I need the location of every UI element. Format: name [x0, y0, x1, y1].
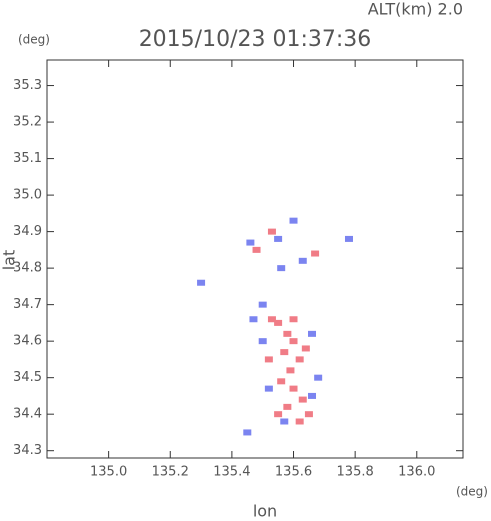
x-unit: (deg) — [456, 485, 488, 499]
data-point — [246, 239, 255, 246]
data-point — [286, 367, 295, 374]
data-point — [280, 349, 289, 356]
y-tick-label: 35.1 — [13, 151, 42, 166]
data-point — [280, 418, 289, 425]
y-tick-label: 34.5 — [13, 370, 42, 385]
data-point — [274, 235, 283, 242]
data-point — [289, 316, 298, 323]
data-point — [295, 356, 304, 363]
y-unit: (deg) — [18, 33, 50, 47]
data-point — [308, 392, 317, 399]
chart-title: 2015/10/23 01:37:36 — [139, 27, 372, 52]
subtitle: ALT(km) 2.0 — [368, 0, 463, 19]
x-tick-label: 135.4 — [213, 465, 250, 480]
data-point — [344, 235, 353, 242]
data-point — [258, 301, 267, 308]
y-tick-label: 34.7 — [13, 297, 42, 312]
data-point — [264, 356, 273, 363]
y-tick-label: 34.4 — [13, 407, 42, 422]
data-point — [298, 396, 307, 403]
x-tick-label: 135.0 — [90, 465, 127, 480]
data-point — [289, 217, 298, 224]
x-tick-label: 135.8 — [337, 465, 374, 480]
data-point — [289, 338, 298, 345]
y-tick-label: 34.3 — [13, 443, 42, 458]
data-point — [304, 411, 313, 418]
y-tick-label: 34.6 — [13, 334, 42, 349]
data-point — [264, 385, 273, 392]
x-tick-label: 136.0 — [398, 465, 435, 480]
data-point — [289, 385, 298, 392]
data-point — [277, 378, 286, 385]
y-tick-label: 35.3 — [13, 78, 42, 93]
x-tick-label: 135.6 — [275, 465, 312, 480]
data-point — [243, 429, 252, 436]
data-point — [277, 265, 286, 272]
data-point — [298, 257, 307, 264]
y-tick-label: 35.0 — [13, 188, 42, 203]
y-tick-label: 34.9 — [13, 224, 42, 239]
x-tick-label: 135.2 — [152, 465, 189, 480]
y-axis-label: lat — [0, 250, 19, 271]
data-point — [267, 228, 276, 235]
data-point — [301, 345, 310, 352]
data-point — [311, 250, 320, 257]
y-tick-label: 35.2 — [13, 115, 42, 130]
data-point — [249, 316, 258, 323]
data-point — [283, 403, 292, 410]
data-point — [274, 411, 283, 418]
x-axis-label: lon — [253, 502, 277, 521]
data-point — [314, 374, 323, 381]
data-point — [308, 330, 317, 337]
data-point — [274, 319, 283, 326]
data-point — [197, 279, 206, 286]
data-point — [283, 330, 292, 337]
data-point — [295, 418, 304, 425]
data-point — [252, 246, 261, 253]
data-point — [258, 338, 267, 345]
y-tick-label: 34.8 — [13, 261, 42, 276]
data-point — [267, 316, 276, 323]
plot-frame — [46, 59, 464, 459]
